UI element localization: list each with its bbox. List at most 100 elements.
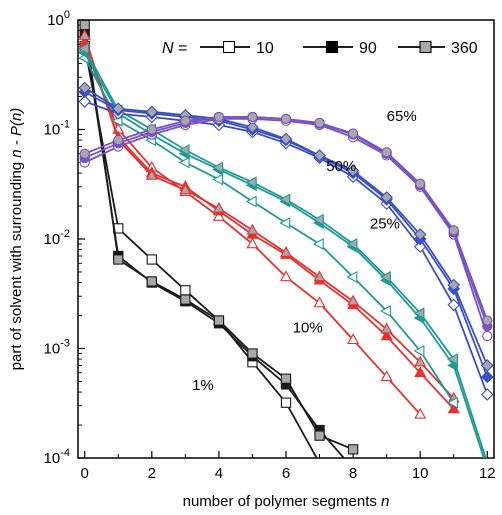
- data-point: [413, 344, 425, 357]
- concentration-label: 10%: [293, 319, 323, 336]
- data-point: [180, 115, 191, 126]
- series-group: [78, 81, 494, 401]
- data-point: [79, 148, 90, 159]
- data-point: [448, 225, 459, 236]
- data-point: [111, 102, 125, 115]
- series-line: [83, 42, 455, 410]
- series-labels: 65% 50% 25% 10% 1%: [192, 108, 417, 394]
- data-point: [347, 333, 360, 345]
- data-point: [480, 388, 494, 401]
- data-point: [213, 315, 225, 326]
- x-tick-label: 8: [349, 465, 357, 482]
- data-point: [489, 457, 492, 458]
- y-axis-label: part of solvent with surrounding n - P(n…: [8, 108, 25, 371]
- data-point: [222, 40, 236, 54]
- data-point: [379, 270, 391, 283]
- x-tick-label: 2: [148, 465, 156, 482]
- data-point: [346, 238, 358, 251]
- legend-label: 10: [256, 40, 274, 57]
- plot-area: [77, 19, 495, 459]
- data-point: [113, 254, 124, 265]
- data-point: [347, 444, 359, 455]
- data-point: [379, 305, 391, 317]
- data-point: [212, 201, 225, 213]
- legend-title: N =: [162, 40, 187, 57]
- series: [79, 20, 359, 455]
- series: [78, 28, 460, 403]
- data-point: [78, 81, 92, 95]
- data-point: [212, 209, 225, 221]
- data-point: [325, 40, 339, 54]
- data-point: [482, 330, 493, 342]
- x-tick-label: 4: [215, 465, 223, 482]
- data-point: [413, 228, 427, 241]
- data-point: [447, 396, 458, 409]
- data-point: [419, 40, 432, 54]
- data-point: [146, 124, 157, 135]
- data-point: [414, 355, 427, 367]
- data-point: [246, 237, 259, 249]
- y-tick-label: 10-2: [44, 228, 70, 248]
- data-point: [414, 407, 427, 419]
- y-tick-label: 10-3: [44, 338, 70, 358]
- data-point: [280, 270, 292, 282]
- legend-label: 360: [451, 40, 478, 57]
- data-point: [312, 238, 324, 251]
- x-tick-label: 0: [81, 465, 89, 482]
- data-point: [113, 134, 124, 146]
- concentration-label: 25%: [370, 215, 400, 232]
- data-point: [280, 373, 292, 384]
- data-point: [212, 173, 224, 186]
- data-point: [381, 147, 392, 158]
- data-point: [380, 322, 393, 334]
- series-group: [79, 20, 359, 458]
- x-tick-label: 6: [282, 465, 290, 482]
- data-point: [279, 193, 291, 206]
- data-point: [279, 217, 291, 229]
- data-point: [447, 402, 460, 414]
- data-point: [146, 254, 157, 265]
- series: [79, 111, 493, 326]
- data-point: [447, 353, 458, 366]
- data-point: [246, 223, 259, 235]
- data-point: [482, 315, 493, 326]
- data-point: [380, 191, 393, 204]
- data-point: [346, 270, 358, 283]
- data-point: [178, 156, 190, 169]
- data-point: [78, 95, 92, 108]
- data-point: [447, 298, 461, 312]
- data-point: [178, 143, 190, 156]
- data-point: [280, 246, 292, 257]
- data-point: [145, 105, 159, 119]
- series-group: [79, 111, 493, 342]
- series-line: [83, 35, 455, 400]
- legend-label: 90: [359, 40, 377, 57]
- data-point: [78, 28, 91, 40]
- series: [78, 51, 458, 409]
- y-tick-label: 100: [47, 9, 70, 29]
- data-point: [347, 294, 360, 306]
- data-point: [347, 128, 359, 139]
- x-axis-label: number of polymer segments n: [183, 493, 390, 510]
- data-point: [245, 176, 257, 189]
- data-point: [213, 111, 225, 123]
- data-point: [279, 132, 293, 146]
- data-point: [312, 213, 324, 226]
- data-point: [180, 294, 191, 305]
- x-tick-label: 12: [479, 465, 496, 482]
- data-point: [180, 285, 191, 296]
- data-point: [415, 178, 426, 189]
- data-point: [414, 366, 427, 378]
- data-point: [280, 113, 292, 125]
- data-point: [313, 270, 326, 282]
- data-point: [480, 370, 494, 384]
- data-point: [314, 457, 325, 458]
- data-point: [145, 168, 158, 180]
- data-point: [413, 307, 425, 320]
- data-point: [447, 278, 461, 292]
- data-point: [247, 111, 258, 123]
- data-point: [380, 370, 393, 382]
- concentration-label: 65%: [387, 108, 417, 125]
- data-point: [480, 359, 494, 372]
